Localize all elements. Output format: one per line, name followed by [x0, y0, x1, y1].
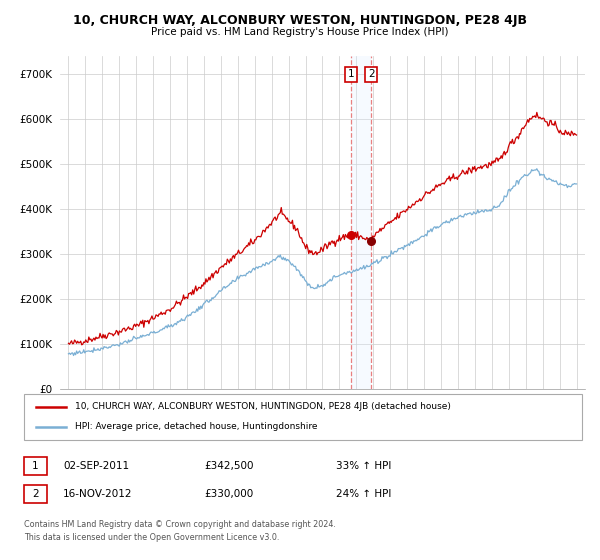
- Text: 33% ↑ HPI: 33% ↑ HPI: [336, 461, 391, 471]
- Text: 10, CHURCH WAY, ALCONBURY WESTON, HUNTINGDON, PE28 4JB: 10, CHURCH WAY, ALCONBURY WESTON, HUNTIN…: [73, 14, 527, 27]
- Text: 1: 1: [32, 461, 39, 471]
- Text: £342,500: £342,500: [204, 461, 254, 471]
- Text: 02-SEP-2011: 02-SEP-2011: [63, 461, 129, 471]
- Text: 2: 2: [368, 69, 374, 80]
- Text: 16-NOV-2012: 16-NOV-2012: [63, 489, 133, 499]
- Text: Price paid vs. HM Land Registry's House Price Index (HPI): Price paid vs. HM Land Registry's House …: [151, 27, 449, 37]
- Text: 24% ↑ HPI: 24% ↑ HPI: [336, 489, 391, 499]
- Text: 2: 2: [32, 489, 39, 499]
- Text: 10, CHURCH WAY, ALCONBURY WESTON, HUNTINGDON, PE28 4JB (detached house): 10, CHURCH WAY, ALCONBURY WESTON, HUNTIN…: [75, 402, 451, 411]
- Text: HPI: Average price, detached house, Huntingdonshire: HPI: Average price, detached house, Hunt…: [75, 422, 317, 431]
- Text: Contains HM Land Registry data © Crown copyright and database right 2024.: Contains HM Land Registry data © Crown c…: [24, 520, 336, 529]
- Text: £330,000: £330,000: [204, 489, 253, 499]
- Text: 1: 1: [347, 69, 354, 80]
- Bar: [351, 56, 371, 389]
- Text: This data is licensed under the Open Government Licence v3.0.: This data is licensed under the Open Gov…: [24, 533, 280, 542]
